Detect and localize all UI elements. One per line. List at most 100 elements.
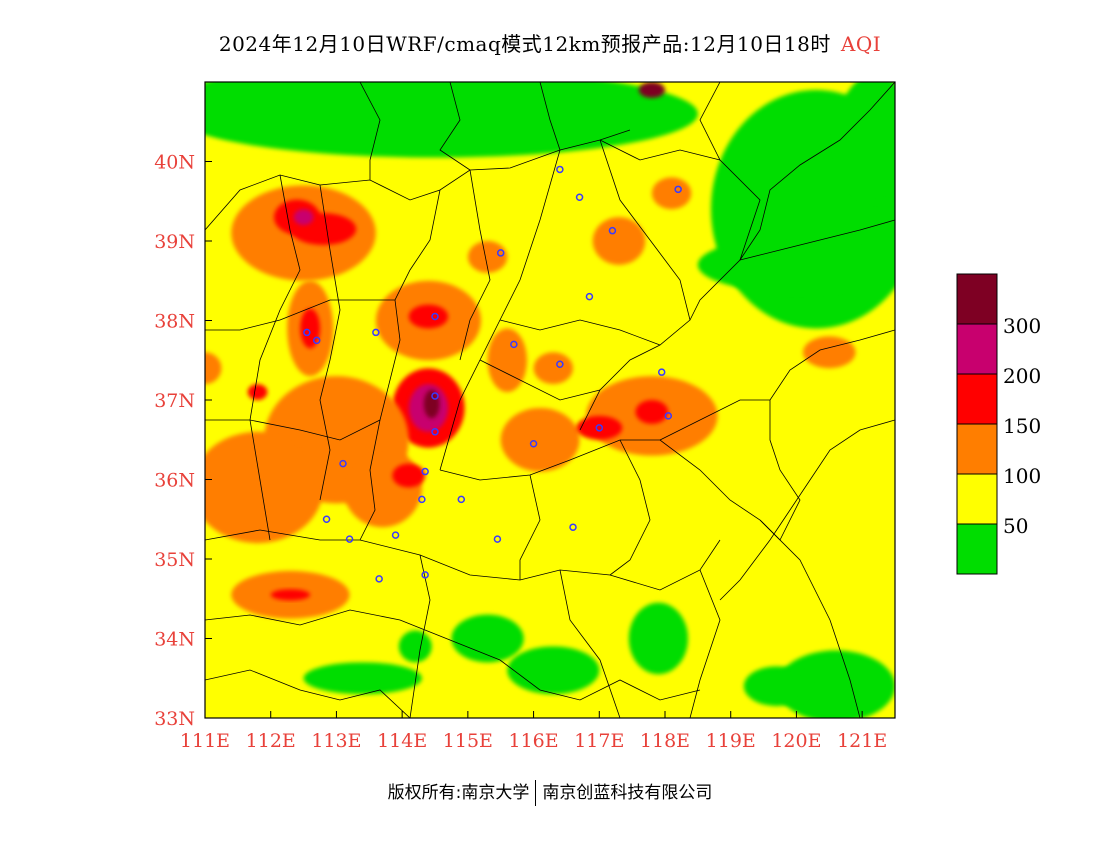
plot-area [205,82,895,718]
boundary-line [205,419,381,441]
good-air-zone [398,630,432,663]
station-marker [322,515,331,523]
boundary-line [659,399,770,441]
station-marker [457,495,466,504]
station-marker [431,392,439,400]
map-title-aqi: AQI [840,32,882,56]
pollution-hotspot-usg [592,217,646,265]
monitoring-stations [303,165,682,583]
copyright-right: 南京创蓝科技有限公司 [542,783,713,803]
lat-tick-label: 40N [154,152,195,174]
legend-swatch-hazardous [956,273,998,325]
lat-tick-label: 34N [154,629,195,651]
boundary-line [539,82,561,151]
coastline [719,419,895,601]
pollution-hotspot-usg [205,352,222,385]
map-title-main: 2024年12月10日WRF/cmaq模式12km预报产品:12月10日18时 [218,32,831,56]
boundary-line [205,299,395,331]
lon-tick-label: 112E [246,730,296,752]
pollution-hotspot-unhealthy [247,384,268,400]
pollution-hotspot-unhealthy [635,400,669,424]
lon-tick-label: 119E [706,730,756,752]
boundary-line [459,169,491,361]
boundary-line [359,189,441,541]
pollution-hotspot-unhealthy [300,308,320,349]
pollution-hotspot-unhealthy [392,463,426,488]
lon-tick-label: 120E [771,730,821,752]
boundary-line [499,319,661,346]
legend-label: 150 [1003,414,1041,438]
legend-swatch-very-unhealthy [956,323,998,375]
legend-label: 100 [1003,464,1041,488]
lat-tick-label: 36N [154,470,195,492]
station-marker [575,193,584,202]
lon-tick-label: 113E [311,730,361,752]
pollution-hotspot-very-unhealthy [293,209,314,226]
boundary-line [609,439,651,576]
lat-tick-label: 33N [154,708,195,730]
legend-label: 50 [1003,514,1028,538]
good-air-zone [776,650,895,718]
good-air-zone [628,602,689,675]
station-marker [372,328,380,337]
station-marker [496,249,505,257]
pollution-hotspot-usg [467,241,508,273]
station-marker [556,360,564,368]
pollution-hotspot-usg [533,352,573,385]
legend-label: 300 [1003,314,1041,338]
coastline [739,82,895,261]
boundary-line [759,519,861,718]
copyright-footer: 版权所有:南京大学 南京创蓝科技有限公司 [0,778,1100,806]
station-marker [664,412,673,420]
boundary-line [205,609,701,701]
boundary-line [689,82,761,321]
lon-tick-label: 114E [377,730,427,752]
pollution-hotspot-usg [343,447,422,528]
copyright-left: 版权所有:南京大学 [387,783,530,803]
station-marker [657,368,666,376]
pollution-hotspot-usg [803,336,856,369]
station-marker [421,571,429,579]
map-axes: 111E 112E 113E 114E 115E 116E 117E 118E 119E 120E… [154,152,887,753]
lon-tick-label: 121E [837,730,887,752]
boundary-line [689,569,721,718]
station-marker [529,439,538,448]
pollution-hotspot-unhealthy [408,304,449,329]
station-marker [585,292,594,301]
good-air-zone [205,82,337,138]
lon-tick-label: 118E [640,730,690,752]
good-air-zone [835,82,895,202]
pollution-hotspot-usg [487,328,527,393]
good-air-zone [743,666,810,707]
station-marker [493,535,502,543]
boundary-line [249,174,301,541]
credits-separator [535,780,537,806]
lon-tick-label: 117E [574,730,624,752]
good-air-zones [205,82,895,718]
boundary-line [359,82,381,180]
station-marker [421,467,429,476]
station-marker [431,428,439,436]
good-air-zone [303,662,422,695]
pollution-hotspots [205,82,856,619]
pollution-hotspot-usg [651,177,692,210]
legend-swatch-unhealthy [956,373,998,425]
station-marker [674,185,682,194]
station-marker [556,165,564,174]
lon-tick-label: 111E [180,730,230,752]
lat-tick-label: 39N [154,231,195,253]
pollution-hotspot-unhealthy [270,589,311,601]
boundary-line [439,439,781,541]
boundary-line [599,139,721,161]
station-marker [418,495,426,504]
legend-swatch-usg [956,423,998,475]
admin-boundaries [205,82,895,718]
station-marker [391,531,400,539]
boundary-line [205,129,631,231]
station-marker [345,535,354,543]
lat-tick-label: 37N [154,390,195,412]
boundary-line [479,359,601,401]
station-marker [431,312,439,321]
good-air-zone [451,614,524,663]
